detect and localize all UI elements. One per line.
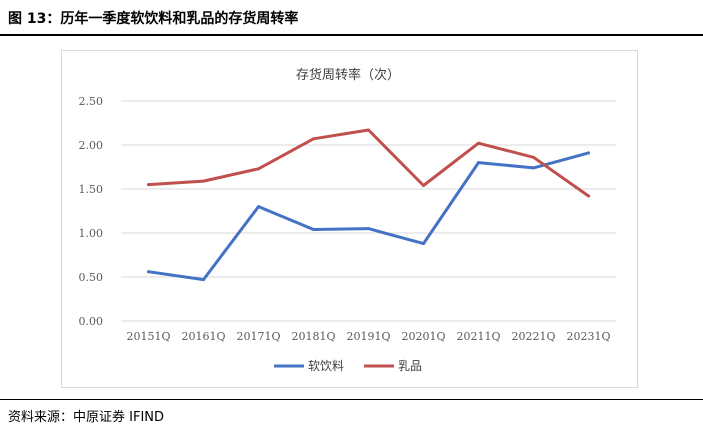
x-tick-label: 20211Q xyxy=(456,330,500,343)
data-point xyxy=(532,166,535,170)
data-point xyxy=(147,270,150,274)
data-point xyxy=(257,205,260,209)
x-tick-label: 20151Q xyxy=(126,330,170,343)
data-point xyxy=(147,183,150,187)
x-tick-label: 20161Q xyxy=(181,330,225,343)
top-rule xyxy=(0,34,703,36)
x-tick-label: 20201Q xyxy=(401,330,445,343)
chart-title: 存货周转率（次） xyxy=(296,67,400,83)
legend-label: 乳品 xyxy=(398,359,422,373)
data-point xyxy=(202,278,205,282)
x-tick-label: 20191Q xyxy=(346,330,390,343)
data-point xyxy=(532,155,535,159)
data-point xyxy=(587,151,590,155)
data-point xyxy=(257,167,260,171)
data-point xyxy=(477,141,480,145)
figure-title: 图 13：历年一季度软饮料和乳品的存货周转率 xyxy=(8,11,299,27)
series-line-0 xyxy=(147,151,590,282)
x-tick-label: 20231Q xyxy=(566,330,610,343)
series-line-1 xyxy=(147,128,590,198)
x-tick-label: 20221Q xyxy=(511,330,555,343)
y-tick-label: 0.00 xyxy=(79,315,104,328)
bottom-rule xyxy=(0,399,703,400)
data-point xyxy=(587,194,590,198)
y-tick-label: 1.00 xyxy=(79,227,104,240)
data-point xyxy=(477,161,480,165)
y-tick-label: 2.00 xyxy=(79,139,104,152)
data-point xyxy=(312,227,315,231)
data-point xyxy=(367,227,370,231)
source-note: 资料来源：中原证券 IFIND xyxy=(8,410,165,425)
y-tick-label: 0.50 xyxy=(79,271,104,284)
data-point xyxy=(422,183,425,187)
data-point xyxy=(202,179,205,183)
y-tick-label: 2.50 xyxy=(79,95,104,108)
x-tick-label: 20171Q xyxy=(236,330,280,343)
chart-frame xyxy=(61,50,638,388)
data-point xyxy=(422,242,425,246)
y-tick-label: 1.50 xyxy=(79,183,104,196)
data-point xyxy=(367,128,370,132)
legend-label: 软饮料 xyxy=(308,359,344,373)
data-point xyxy=(312,137,315,141)
x-tick-label: 20181Q xyxy=(291,330,335,343)
